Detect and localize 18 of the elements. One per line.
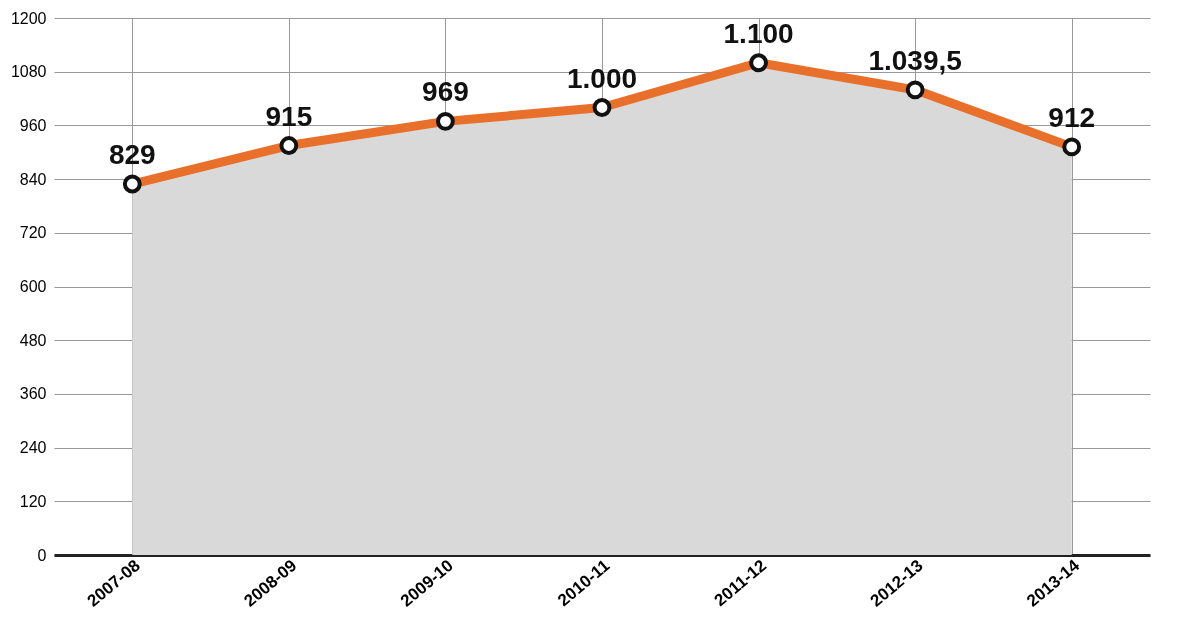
y-tick-label: 1080 (10, 63, 47, 81)
data-label: 829 (108, 139, 156, 171)
y-tick-label: 480 (19, 331, 47, 349)
y-tick-label: 0 (37, 546, 47, 564)
y-tick-label: 120 (19, 492, 47, 510)
y-tick-label: 360 (19, 385, 47, 403)
y-tick-label: 960 (19, 116, 47, 134)
y-tick-label: 600 (19, 278, 47, 295)
y-tick-label: 720 (19, 224, 47, 242)
y-tick-label: 1200 (10, 9, 47, 27)
y-tick-label: 840 (19, 170, 47, 188)
data-label: 1.100 (723, 17, 794, 49)
y-tick-label: 240 (19, 439, 47, 457)
data-label: 912 (1048, 101, 1096, 133)
data-label: 1.039,5 (868, 44, 962, 76)
data-label: 1.000 (566, 62, 638, 94)
data-label: 969 (422, 76, 469, 108)
data-label: 915 (265, 100, 313, 132)
